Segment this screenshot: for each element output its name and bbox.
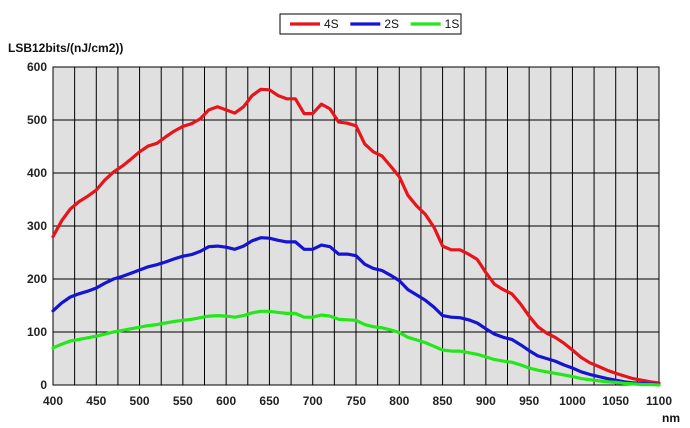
x-tick-label: 850 xyxy=(433,394,453,408)
x-tick-label: 600 xyxy=(216,394,236,408)
x-tick-label: 800 xyxy=(389,394,409,408)
legend-label-2s: 2S xyxy=(384,17,399,31)
y-tick-label: 600 xyxy=(27,60,47,74)
x-tick-label: 1050 xyxy=(602,394,629,408)
series-line-4s xyxy=(51,87,661,385)
x-tick-label: 650 xyxy=(259,394,279,408)
x-tick-label: 750 xyxy=(346,394,366,408)
x-tick-label: 1000 xyxy=(559,394,586,408)
x-tick-label: 550 xyxy=(173,394,193,408)
y-tick-label: 200 xyxy=(27,272,47,286)
y-tick-label: 0 xyxy=(40,378,47,392)
grid xyxy=(53,67,659,385)
x-tick-label: 700 xyxy=(303,394,323,408)
y-tick-label: 500 xyxy=(27,113,47,127)
x-tick-label: 900 xyxy=(476,394,496,408)
y-axis-label: LSB12bits/(nJ/cm2)) xyxy=(8,41,123,55)
series-line-1s xyxy=(51,309,661,387)
y-tick-label: 300 xyxy=(27,219,47,233)
y-tick-label: 400 xyxy=(27,166,47,180)
x-axis-unit: nm xyxy=(662,411,680,425)
legend: 4S 2S 1S xyxy=(279,13,462,35)
series-line-2s xyxy=(51,236,661,387)
x-tick-label: 950 xyxy=(519,394,539,408)
legend-label-1s: 1S xyxy=(445,17,460,31)
tick-labels: 400 450 500 550 600 650 700 750 800 850 900 950 1000… xyxy=(27,60,672,408)
legend-label-4s: 4S xyxy=(324,17,339,31)
x-tick-label: 500 xyxy=(130,394,150,408)
series-layer xyxy=(51,87,661,387)
x-tick-label: 400 xyxy=(43,394,63,408)
x-tick-label: 450 xyxy=(86,394,106,408)
y-tick-label: 100 xyxy=(27,325,47,339)
x-tick-label: 1100 xyxy=(646,394,672,408)
